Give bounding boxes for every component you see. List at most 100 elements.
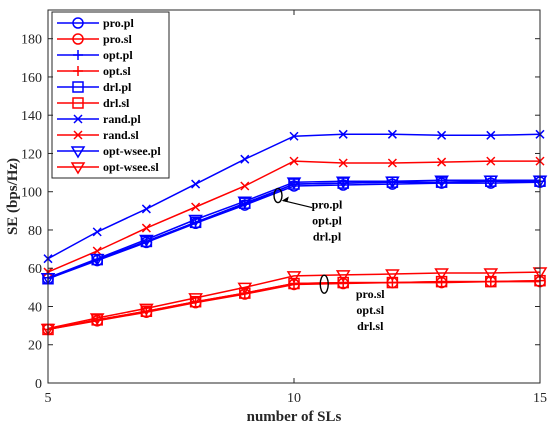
legend-item: opt.pl (57, 48, 133, 62)
legend-label: opt-wsee.pl (103, 144, 161, 158)
legend-label: opt-wsee.sl (103, 160, 159, 174)
y-tick-label: 60 (28, 262, 42, 277)
annotation-ellipse (319, 274, 329, 294)
annotation-group: pro.pl opt.pl drl.pl (273, 187, 343, 244)
data-point (92, 246, 102, 256)
data-point (89, 253, 105, 267)
series-line (47, 179, 540, 279)
y-tick-label: 100 (21, 186, 42, 201)
legend-marker (72, 33, 84, 45)
series-line (47, 180, 540, 280)
data-point (483, 175, 499, 188)
y-tick-label: 80 (28, 224, 42, 239)
legend-item: opt.sl (57, 64, 131, 78)
legend-item: pro.pl (57, 16, 134, 30)
data-point (289, 156, 299, 166)
legend-marker (73, 66, 83, 76)
data-point (240, 181, 250, 191)
data-point (387, 158, 397, 168)
x-tick-label: 15 (533, 391, 547, 406)
data-point (188, 214, 203, 227)
y-tick-label: 140 (21, 109, 42, 124)
y-tick-label: 0 (35, 377, 42, 392)
data-point (437, 130, 447, 140)
legend-label: pro.sl (103, 32, 132, 46)
legend-marker (73, 114, 83, 124)
data-point (435, 275, 448, 288)
y-tick-label: 20 (28, 339, 42, 354)
plot-area (40, 129, 548, 336)
data-point (191, 179, 201, 189)
data-point (89, 313, 105, 326)
series-line (47, 271, 541, 330)
data-point (486, 130, 496, 140)
series-rand-sl (43, 156, 545, 277)
data-point (485, 275, 497, 288)
legend-marker (73, 50, 83, 60)
data-point (486, 156, 496, 166)
data-point (337, 276, 349, 289)
y-tick-label: 40 (28, 300, 42, 315)
annotations: pro.pl opt.pl drl.pl pro.sl opt.sl drl.sl (273, 187, 385, 333)
data-point (141, 223, 151, 233)
legend-item: pro.sl (57, 32, 132, 46)
y-axis-label: SE (bps/Hz) (5, 158, 21, 235)
series-opt-wsee-pl (40, 175, 548, 286)
annotation-label: drl.pl (313, 230, 342, 244)
data-point (335, 176, 351, 189)
x-tick-label: 5 (45, 391, 52, 406)
data-point (387, 129, 397, 139)
data-point (92, 227, 102, 237)
data-point (338, 129, 348, 139)
y-tick-label: 180 (21, 33, 42, 48)
data-point (286, 177, 302, 190)
series-rand-pl (43, 129, 545, 264)
legend-item: opt-wsee.pl (57, 144, 161, 159)
data-point (386, 276, 399, 289)
annotation-ellipse (273, 187, 283, 204)
data-point (289, 131, 299, 141)
annotation-arrowhead (281, 196, 289, 203)
legend-label: rand.sl (103, 128, 139, 142)
data-point (483, 268, 499, 281)
annotation-label: opt.sl (356, 303, 384, 317)
legend-marker (72, 81, 84, 93)
data-point (188, 293, 203, 306)
data-point (139, 303, 154, 316)
data-point (240, 154, 250, 164)
legend: pro.pl pro.sl opt.pl opt.sl drl.pl drl.sl rand… (51, 11, 170, 179)
legend-item: opt-wsee.sl (57, 160, 159, 175)
legend-item: drl.pl (57, 80, 132, 94)
data-point (237, 282, 253, 295)
legend-item: drl.sl (57, 96, 130, 110)
legend-label: rand.pl (103, 112, 141, 126)
legend-item: rand.pl (57, 112, 141, 126)
data-point (288, 277, 300, 290)
series-line (47, 279, 541, 331)
annotation-label: drl.sl (357, 319, 384, 333)
annotation-arrow (282, 199, 313, 209)
legend-label: opt.pl (103, 48, 133, 62)
data-point (434, 268, 449, 281)
y-tick-label: 160 (21, 71, 42, 86)
legend-marker (70, 162, 86, 175)
legend-marker (72, 17, 84, 29)
legend-marker (72, 97, 84, 109)
legend-label: opt.sl (103, 64, 131, 78)
data-point (434, 175, 449, 188)
data-point (338, 158, 348, 168)
y-tick-label: 120 (21, 147, 42, 162)
legend-marker (73, 130, 83, 140)
annotation-label: pro.sl (356, 287, 385, 301)
x-tick-label: 10 (287, 391, 301, 406)
legend-label: pro.pl (103, 16, 134, 30)
data-point (237, 196, 253, 209)
data-point (140, 305, 153, 318)
data-point (385, 176, 400, 189)
annotation-label: pro.pl (312, 198, 343, 212)
data-point (385, 269, 400, 282)
legend-label: drl.sl (103, 96, 130, 110)
data-point (286, 271, 302, 284)
